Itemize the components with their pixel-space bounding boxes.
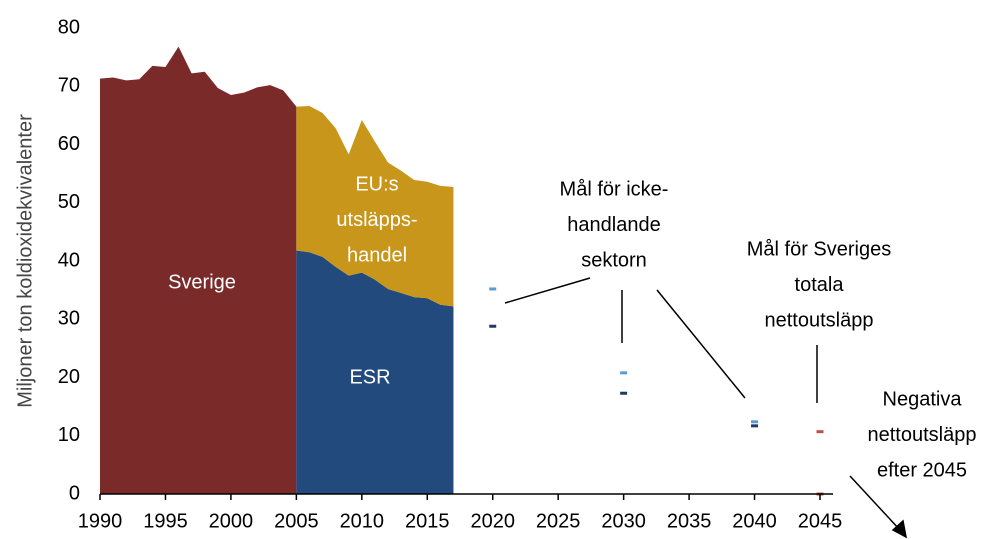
y-tick-label: 70 [58, 75, 80, 97]
pointer [504, 277, 591, 304]
x-tick-label: 2015 [405, 510, 450, 532]
y-tick-label: 80 [58, 16, 80, 38]
y-tick-label: 30 [58, 308, 80, 330]
y-tick-label: 20 [58, 366, 80, 388]
x-tick-label: 2030 [601, 510, 646, 532]
pointer [849, 475, 901, 531]
x-tick-label: 2010 [340, 510, 385, 532]
annotation: totala [795, 274, 845, 296]
x-tick-label: 2025 [536, 510, 581, 532]
y-tick-label: 10 [58, 424, 80, 446]
y-tick-label: 0 [69, 482, 80, 504]
area [296, 250, 454, 494]
annotation: handlande [567, 214, 660, 236]
annotation: handel [347, 244, 407, 266]
annotation: efter 2045 [877, 459, 967, 481]
x-tick-label: 2045 [798, 510, 843, 532]
x-tick-label: 2005 [274, 510, 319, 532]
area [296, 106, 454, 307]
annotation: nettoutsläpp [765, 309, 874, 331]
annotation: Mål för icke- [560, 178, 669, 200]
arrow-head [891, 519, 908, 539]
x-tick-label: 1990 [78, 510, 123, 532]
x-tick-label: 2035 [667, 510, 712, 532]
y-tick-label: 60 [58, 133, 80, 155]
annotation: utsläpps- [336, 209, 417, 231]
annotation: ESR [349, 366, 390, 388]
y-axis-label: Miljoner ton koldioxidekvivalenter [14, 114, 36, 408]
x-tick-label: 2000 [209, 510, 254, 532]
x-tick-label: 1995 [143, 510, 188, 532]
annotation: Negativa [883, 388, 963, 410]
annotation: nettoutsläpp [868, 424, 977, 446]
area [100, 46, 297, 494]
pointer [656, 289, 746, 399]
annotation: Mål för Sveriges [747, 238, 892, 260]
x-tick-label: 2040 [732, 510, 777, 532]
annotation: Sverige [168, 271, 236, 293]
annotation: sektorn [581, 249, 647, 271]
annotation: EU:s [355, 173, 398, 195]
pointers [504, 277, 908, 539]
y-tick-label: 50 [58, 191, 80, 213]
y-tick-label: 40 [58, 249, 80, 271]
x-tick-label: 2020 [470, 510, 515, 532]
